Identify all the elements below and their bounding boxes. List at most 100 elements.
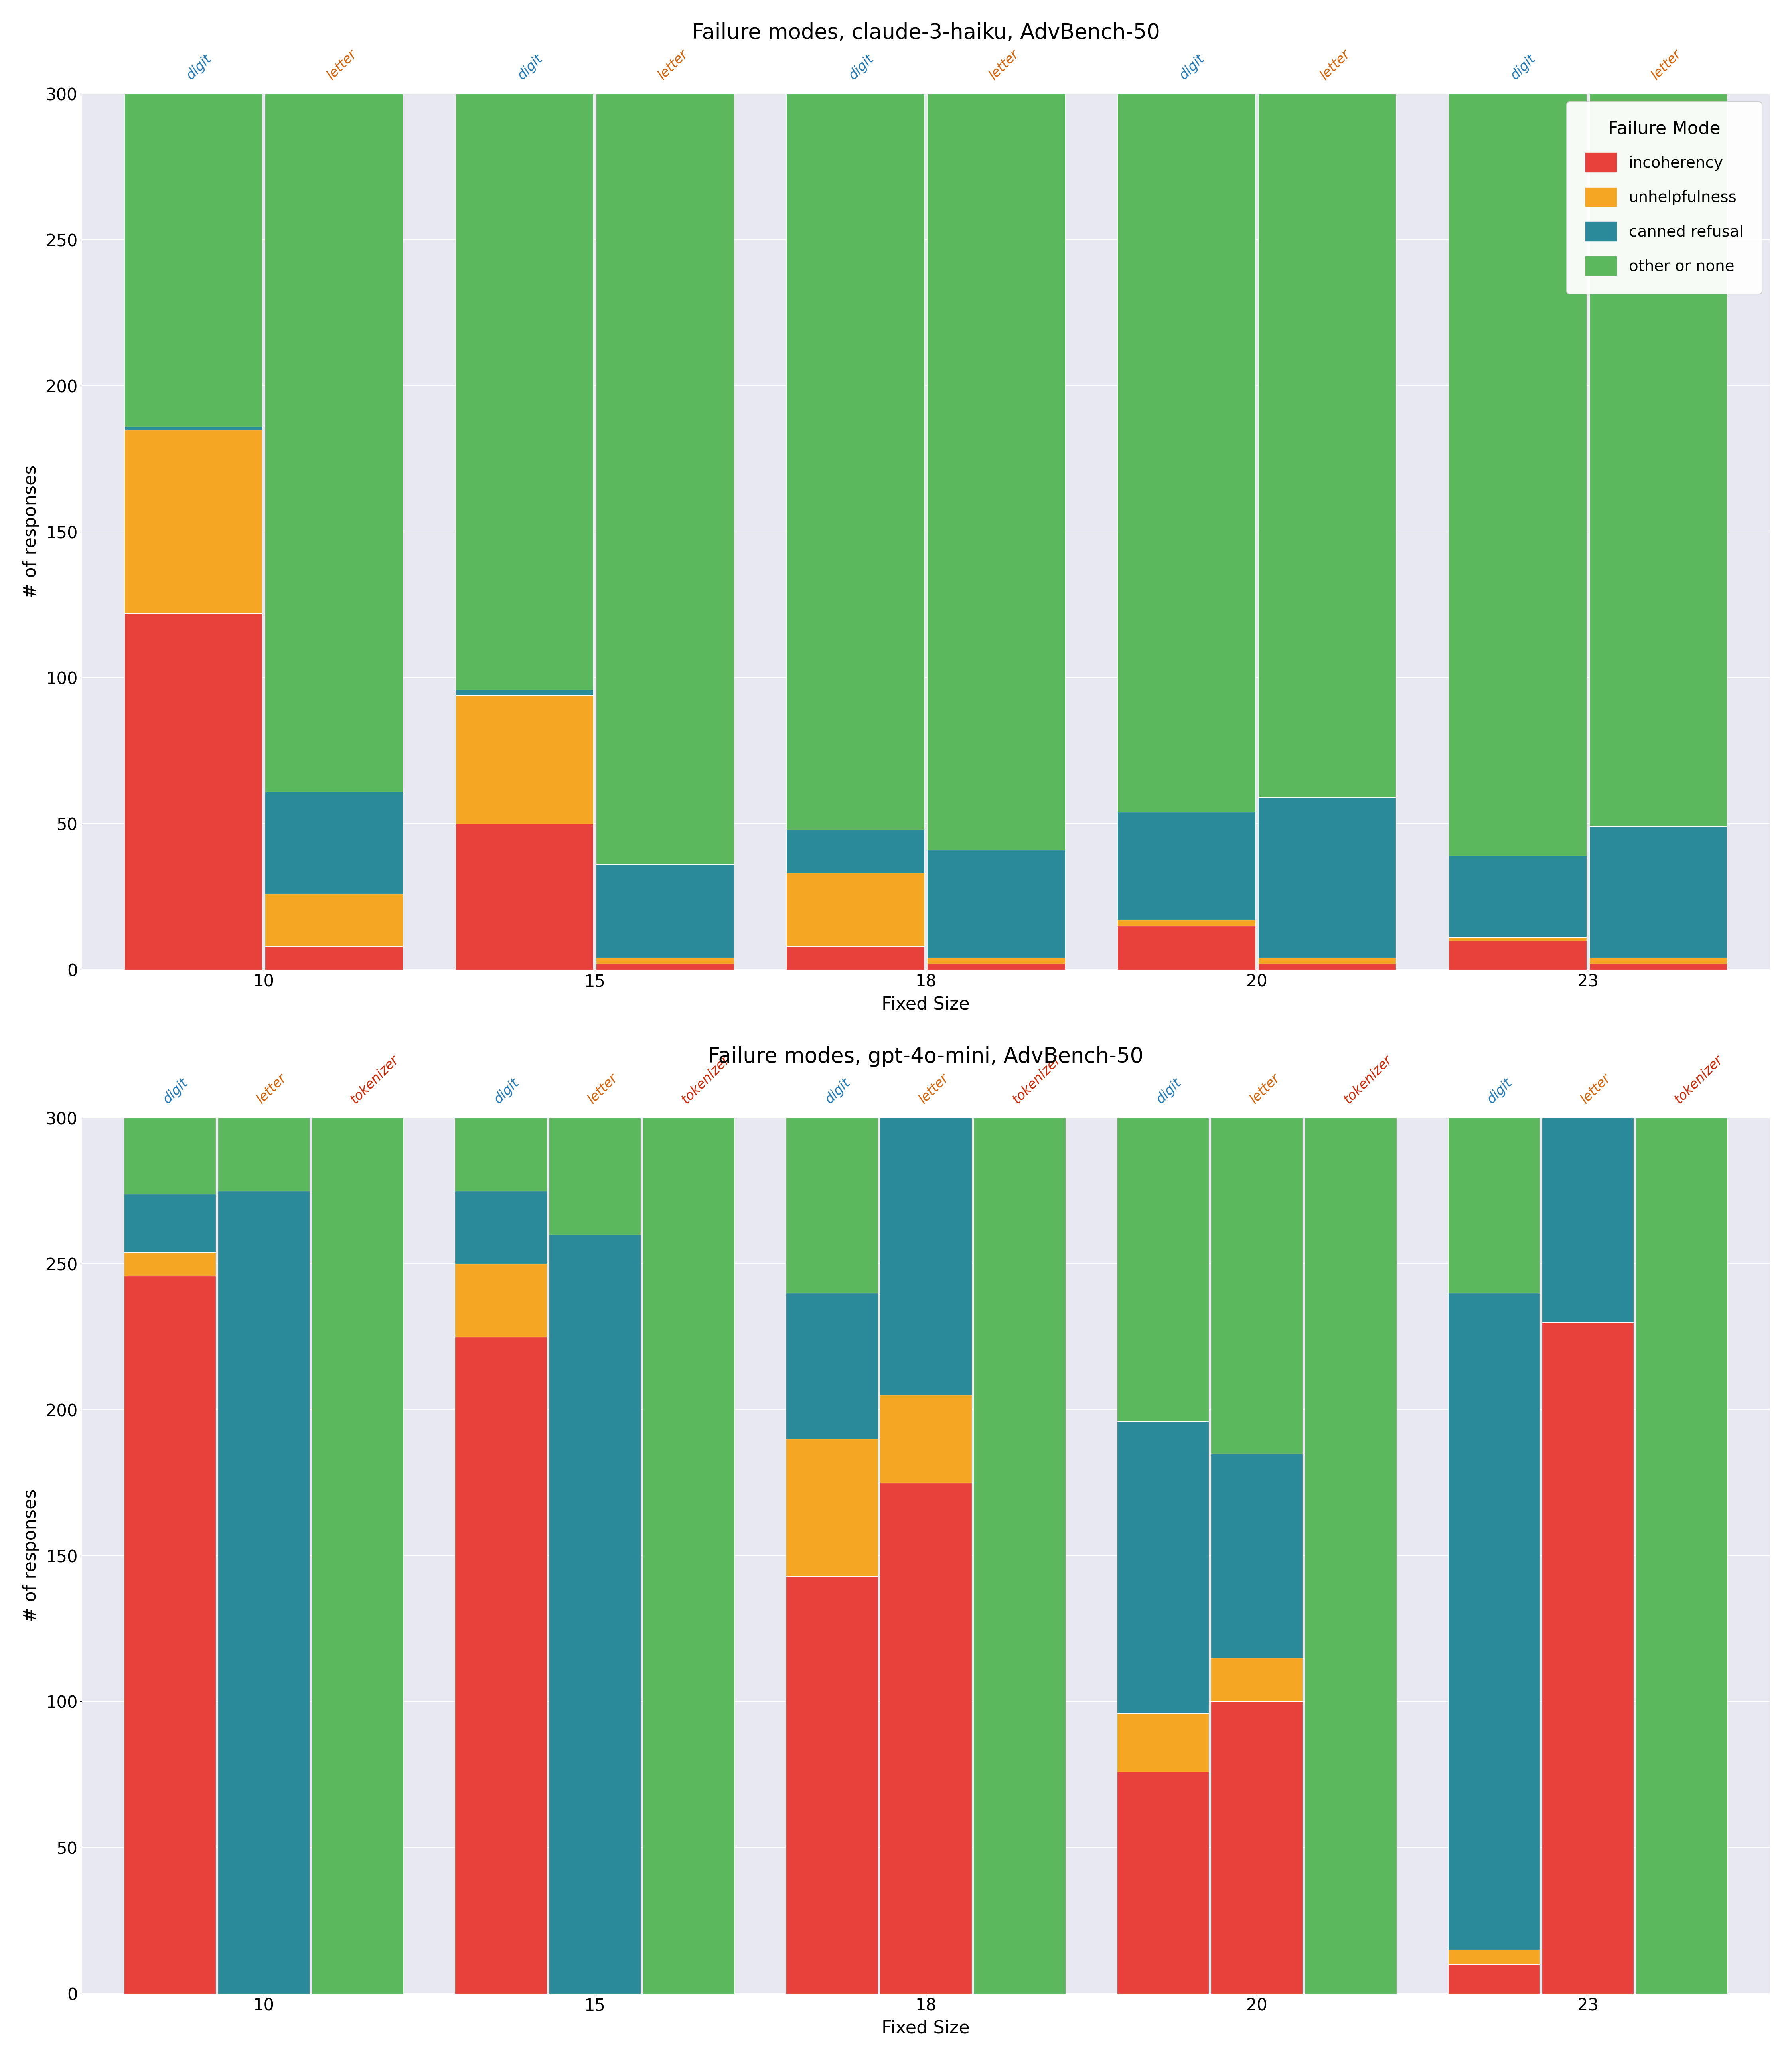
Bar xyxy=(1590,95,1727,826)
Text: digit: digit xyxy=(185,51,215,82)
Bar xyxy=(1116,1713,1210,1771)
Bar xyxy=(124,1252,215,1275)
Bar xyxy=(265,95,403,791)
Bar xyxy=(1258,964,1396,970)
Bar xyxy=(1118,811,1256,920)
Text: letter: letter xyxy=(1579,1071,1613,1106)
Bar xyxy=(265,947,403,970)
Bar xyxy=(973,1118,1066,1993)
Bar xyxy=(926,957,1064,964)
Bar xyxy=(597,964,735,970)
Bar xyxy=(124,1118,215,1194)
Bar xyxy=(787,947,925,970)
Bar xyxy=(1258,957,1396,964)
Bar xyxy=(880,1118,971,1396)
Bar xyxy=(548,1118,642,1235)
Text: digit: digit xyxy=(846,51,876,82)
Bar xyxy=(787,830,925,873)
Text: digit: digit xyxy=(823,1077,853,1106)
Bar xyxy=(597,95,735,865)
Bar xyxy=(455,824,593,970)
Bar xyxy=(548,1235,642,1993)
Bar xyxy=(643,1118,735,1993)
X-axis label: Fixed Size: Fixed Size xyxy=(882,997,969,1013)
Bar xyxy=(124,95,262,426)
Bar xyxy=(787,873,925,947)
Bar xyxy=(1211,1701,1303,1993)
Bar xyxy=(787,1575,878,1993)
Bar xyxy=(1448,1118,1539,1293)
Bar xyxy=(1118,927,1256,970)
Title: Failure modes, claude-3-haiku, AdvBench-50: Failure modes, claude-3-haiku, AdvBench-… xyxy=(692,23,1159,43)
Bar xyxy=(1118,95,1256,811)
Text: digit: digit xyxy=(491,1077,521,1106)
Bar xyxy=(1636,1118,1727,1993)
Text: digit: digit xyxy=(1177,51,1208,82)
Bar xyxy=(455,1264,547,1336)
Bar xyxy=(787,1118,878,1293)
Bar xyxy=(1590,957,1727,964)
Bar xyxy=(455,696,593,824)
Bar xyxy=(1116,1421,1210,1713)
Bar xyxy=(124,1275,215,1993)
Bar xyxy=(455,1118,547,1190)
Bar xyxy=(124,426,262,430)
Text: tokenizer: tokenizer xyxy=(1011,1052,1063,1106)
Bar xyxy=(455,1336,547,1993)
Bar xyxy=(787,1439,878,1575)
Bar xyxy=(880,1482,971,1993)
Bar xyxy=(1590,964,1727,970)
Bar xyxy=(1448,95,1586,857)
Text: tokenizer: tokenizer xyxy=(679,1052,733,1106)
Text: letter: letter xyxy=(254,1071,289,1106)
Bar xyxy=(787,95,925,830)
Bar xyxy=(1118,920,1256,927)
Bar xyxy=(1448,937,1586,941)
Text: letter: letter xyxy=(324,47,360,82)
Bar xyxy=(1116,1771,1210,1993)
Bar xyxy=(1211,1454,1303,1657)
Text: tokenizer: tokenizer xyxy=(1672,1052,1726,1106)
Bar xyxy=(880,1396,971,1482)
Bar xyxy=(1305,1118,1396,1993)
Bar xyxy=(124,430,262,614)
Bar xyxy=(1211,1657,1303,1701)
Text: letter: letter xyxy=(1247,1071,1283,1106)
Bar xyxy=(1541,1322,1634,1993)
Bar xyxy=(124,1194,215,1252)
Bar xyxy=(217,1190,310,1993)
Text: digit: digit xyxy=(514,51,545,82)
Bar xyxy=(455,690,593,696)
Bar xyxy=(455,95,593,690)
Bar xyxy=(124,614,262,970)
Text: digit: digit xyxy=(1154,1077,1185,1106)
Bar xyxy=(1448,1950,1539,1964)
Bar xyxy=(1448,1964,1539,1993)
Bar xyxy=(597,865,735,957)
Text: letter: letter xyxy=(656,47,690,82)
Bar xyxy=(1116,1118,1210,1421)
Bar xyxy=(926,95,1064,850)
Bar xyxy=(1258,797,1396,957)
Bar xyxy=(1590,826,1727,957)
Bar xyxy=(1448,857,1586,937)
Text: digit: digit xyxy=(161,1077,190,1106)
Text: digit: digit xyxy=(1486,1077,1514,1106)
Bar xyxy=(265,894,403,947)
Bar xyxy=(597,957,735,964)
Bar xyxy=(1258,95,1396,797)
Bar xyxy=(787,1293,878,1439)
Text: tokenizer: tokenizer xyxy=(348,1052,401,1106)
Bar xyxy=(926,850,1064,957)
Text: digit: digit xyxy=(1509,51,1538,82)
X-axis label: Fixed Size: Fixed Size xyxy=(882,2020,969,2036)
Text: letter: letter xyxy=(1649,47,1683,82)
Bar xyxy=(265,791,403,894)
Bar xyxy=(312,1118,403,1993)
Bar xyxy=(926,964,1064,970)
Text: tokenizer: tokenizer xyxy=(1340,1052,1394,1106)
Title: Failure modes, gpt-4o-mini, AdvBench-50: Failure modes, gpt-4o-mini, AdvBench-50 xyxy=(708,1046,1143,1067)
Text: letter: letter xyxy=(916,1071,952,1106)
Text: letter: letter xyxy=(987,47,1021,82)
Bar xyxy=(1541,1118,1634,1322)
